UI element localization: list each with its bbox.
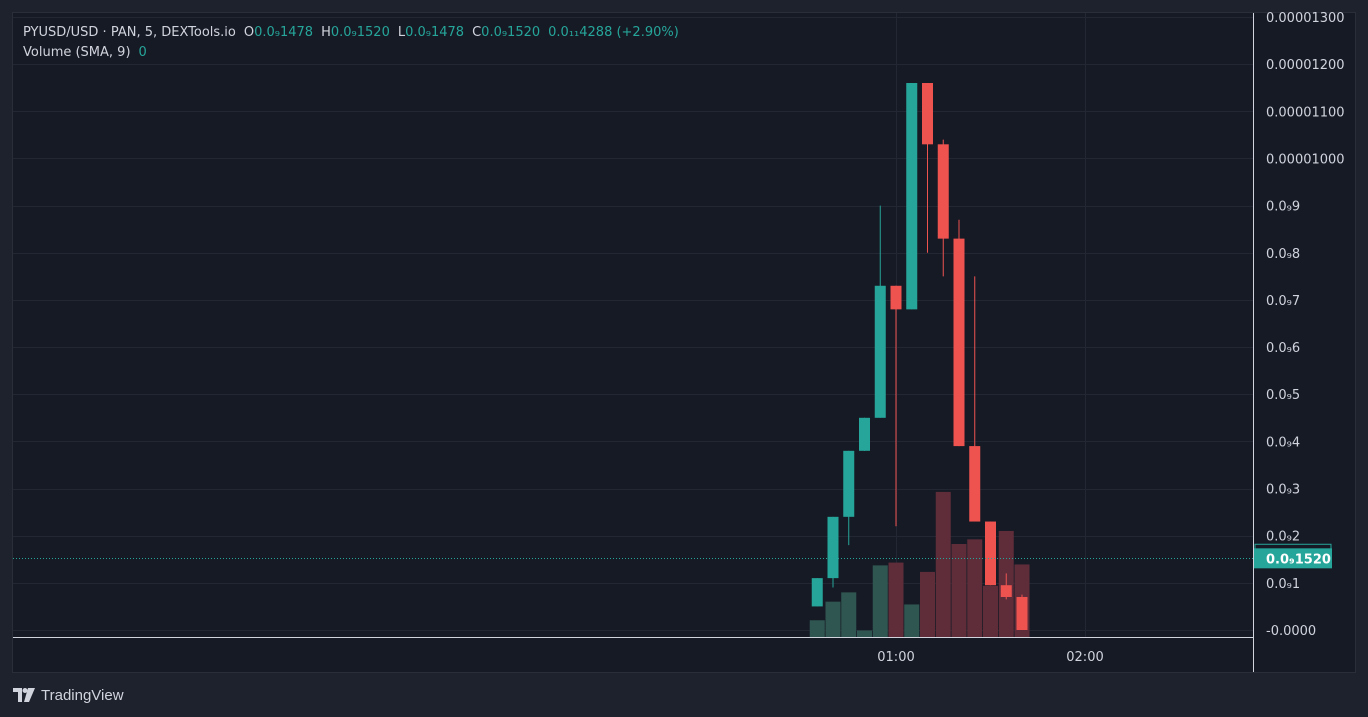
volume-bar [983, 585, 998, 637]
y-tick-label: 0.00001300 [1266, 11, 1345, 26]
candles [811, 83, 1028, 630]
volume-bar [841, 592, 857, 637]
y-tick-label: 0.0₉4 [1266, 435, 1300, 450]
volume-bar [935, 491, 951, 637]
volume-bar [967, 539, 983, 637]
y-tick-label: 0.0₉9 [1266, 200, 1300, 215]
y-tick-label: 0.0₉1 [1266, 577, 1300, 592]
candle-body [906, 83, 918, 310]
volume-bar [888, 562, 904, 637]
candle-body [811, 578, 823, 607]
candle-body [874, 285, 886, 418]
volume-bar [904, 604, 920, 637]
volume-bar [857, 630, 872, 637]
y-tick-label: 0.00001200 [1266, 58, 1345, 73]
y-tick-label: -0.0000 [1266, 624, 1316, 639]
high-value: 0.0₉1520 [330, 25, 390, 40]
y-tick-label: 0.0₉8 [1266, 247, 1300, 262]
low-value: 0.0₉1478 [405, 25, 465, 40]
candle-body [922, 83, 933, 145]
change-value: 0.0₁₁4288 (+2.90%) [548, 25, 679, 40]
candle-body [937, 144, 949, 239]
y-tick-label: 0.0₉7 [1266, 294, 1300, 309]
volume-bar [809, 620, 825, 637]
high-label: H [321, 25, 331, 40]
y-tick-label: 0.0₉5 [1266, 388, 1300, 403]
candle-body [969, 446, 981, 522]
candle-body [859, 417, 870, 451]
y-tick-label: 0.00001000 [1266, 152, 1345, 167]
volume-bar [872, 565, 888, 637]
close-label: C [472, 25, 482, 40]
symbol-label[interactable]: PYUSD/USD · PAN, 5, DEXTools.io [23, 25, 236, 40]
y-tick-label: 0.0₉3 [1266, 483, 1300, 498]
candle-body [953, 238, 965, 447]
chart-area[interactable] [12, 12, 1356, 673]
candle-body [1016, 596, 1028, 630]
axes: 0.00001300 0.00001200 0.00001100 0.00001000… [13, 11, 1345, 672]
close-value: 0.0₉1520 [481, 25, 541, 40]
ohlc-legend: PYUSD/USD · PAN, 5, DEXTools.io O0.0₉1478… [23, 25, 679, 41]
x-tick-label: 02:00 [1066, 650, 1103, 665]
last-price-label: 0.0₉1520 [1266, 552, 1331, 567]
volume-label[interactable]: Volume (SMA, 9) [23, 45, 131, 60]
open-label: O [243, 25, 255, 40]
candle-body [827, 516, 839, 579]
candle-body [985, 521, 996, 586]
grid [13, 13, 1253, 637]
candle-body [843, 450, 855, 517]
y-tick-label: 0.00001100 [1266, 105, 1345, 120]
y-tick-label: 0.0₉2 [1266, 530, 1300, 545]
candle-body [1000, 585, 1012, 597]
volume-bar [825, 601, 841, 637]
volume-legend: Volume (SMA, 9) 0 [23, 45, 147, 61]
low-label: L [397, 25, 406, 40]
candle-body [890, 285, 902, 310]
volume-bars [809, 491, 1030, 637]
open-value: 0.0₉1478 [254, 25, 314, 40]
x-tick-label: 01:00 [877, 650, 914, 665]
y-tick-label: 0.0₉6 [1266, 341, 1300, 356]
last-price-tag [1254, 548, 1332, 569]
tradingview-logo-text: TradingView [41, 686, 124, 704]
tradingview-logo-icon [13, 688, 35, 702]
volume-value: 0 [138, 45, 147, 60]
tradingview-logo[interactable]: TradingView [13, 685, 124, 705]
volume-bar [920, 571, 935, 637]
volume-bar [951, 544, 967, 637]
